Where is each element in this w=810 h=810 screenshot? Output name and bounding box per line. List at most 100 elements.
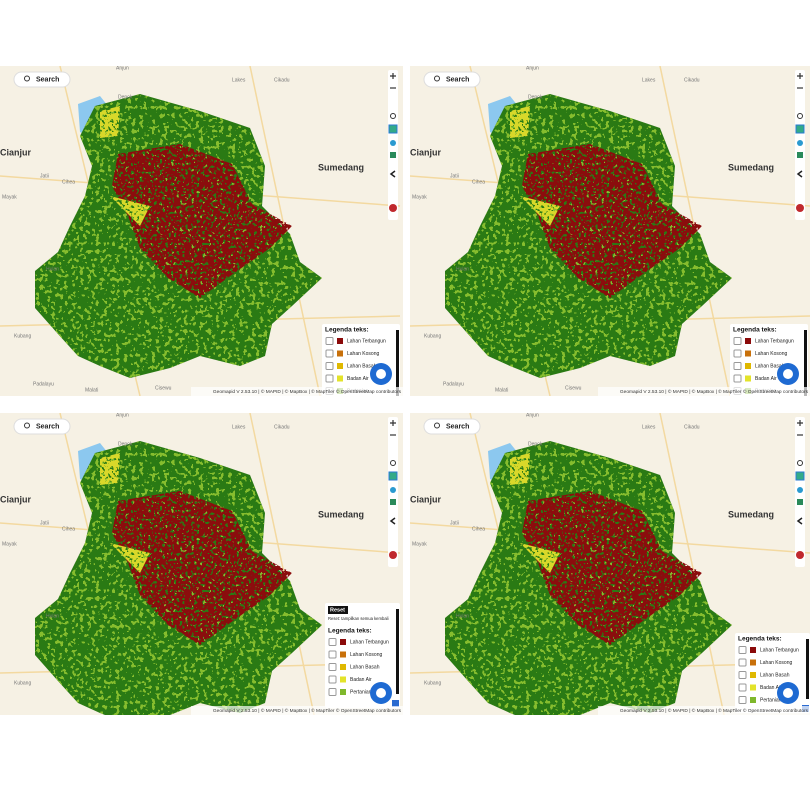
- legend-expand[interactable]: [392, 700, 399, 707]
- legend-label: Badan Air: [760, 685, 782, 691]
- chat-icon: [783, 369, 793, 379]
- legend-checkbox[interactable]: [738, 683, 747, 692]
- place-label: Lakes: [232, 77, 246, 83]
- place-label: Cisewu: [155, 732, 172, 738]
- legend-checkbox[interactable]: [733, 374, 742, 383]
- place-label: Hulan: [456, 613, 469, 619]
- place-label: Lakes: [232, 424, 246, 430]
- zoom-in[interactable]: [390, 73, 396, 79]
- chat-icon: [376, 688, 386, 698]
- language-btn[interactable]: [796, 204, 804, 212]
- legend-label: Hutan: [347, 401, 361, 407]
- chart-btn[interactable]: [390, 152, 396, 158]
- legend-scrollbar: [806, 639, 809, 699]
- legend-swatch: [337, 375, 343, 382]
- legend-checkbox[interactable]: [733, 337, 742, 345]
- legend-checkbox[interactable]: [326, 400, 333, 407]
- search-placeholder: Search: [446, 423, 469, 430]
- pin-btn[interactable]: [797, 140, 803, 146]
- search-icon: [24, 422, 30, 429]
- place-label: Cikadu: [274, 77, 290, 83]
- region-built: [112, 144, 292, 298]
- zoom-in[interactable]: [797, 73, 803, 79]
- place-label: Padalayu: [443, 381, 464, 387]
- attribution: Geomapid V 2.53.10 | © MAPID | © MapBox …: [620, 388, 809, 395]
- locate[interactable]: [390, 460, 396, 466]
- place-label: Cihea: [62, 179, 75, 185]
- place-label: Mayak: [412, 541, 427, 547]
- pin-btn[interactable]: [797, 487, 803, 493]
- region-wet: [100, 453, 150, 573]
- legend-checkbox[interactable]: [328, 650, 337, 659]
- legend-label: Badan Air: [350, 677, 372, 683]
- pin-btn[interactable]: [390, 487, 396, 493]
- zoom-in[interactable]: [390, 420, 396, 426]
- chart-btn[interactable]: [797, 499, 803, 505]
- place-label: Malati: [495, 387, 508, 393]
- collapse-btn[interactable]: [796, 517, 803, 525]
- legend-checkbox[interactable]: [733, 362, 742, 370]
- legend-checkbox[interactable]: [325, 362, 334, 370]
- place-label: Kubang: [14, 680, 31, 686]
- place-label: Depok: [528, 94, 543, 100]
- legend-checkbox[interactable]: [738, 671, 747, 679]
- layer-btn[interactable]: [388, 471, 398, 481]
- map-panel: Cianjur Sumedang Jatii Cihea Mayak Hulan Kuban…: [0, 413, 403, 738]
- search-placeholder: Search: [36, 423, 59, 430]
- place-label: Cikadu: [684, 77, 700, 83]
- collapse-btn[interactable]: [389, 517, 396, 525]
- legend-label: Lahan Basah: [755, 363, 785, 369]
- legend-label: Lahan Basah: [760, 672, 790, 678]
- map-panel: Cianjur Sumedang Jatii Cihea Mayak Hulan Kuban…: [410, 66, 810, 407]
- reset-text: Reset: tampilkan semua kembali: [328, 616, 389, 621]
- place-label: Depok: [118, 441, 133, 447]
- legend-checkbox[interactable]: [325, 374, 334, 383]
- legend-checkbox[interactable]: [733, 349, 742, 358]
- language-btn[interactable]: [389, 204, 397, 212]
- place-label: Hulan: [46, 613, 59, 619]
- locate[interactable]: [797, 113, 803, 119]
- legend-checkbox[interactable]: [738, 696, 747, 704]
- place-label: Cianjur: [0, 147, 32, 157]
- reset-title: Reset: [330, 607, 345, 613]
- chart-btn[interactable]: [390, 499, 396, 505]
- pin-btn[interactable]: [390, 140, 396, 146]
- legend-scrollbar: [396, 609, 399, 694]
- zoom-in[interactable]: [797, 420, 803, 426]
- locate[interactable]: [797, 460, 803, 466]
- legend-swatch: [337, 338, 343, 344]
- reset-button[interactable]: [328, 606, 348, 614]
- chat-icon: [783, 688, 793, 698]
- legend-checkbox[interactable]: [328, 663, 337, 671]
- place-label: Anjun: [526, 412, 539, 418]
- collapse-btn[interactable]: [796, 170, 803, 178]
- search-icon: [434, 422, 440, 429]
- layer-btn[interactable]: [795, 124, 805, 134]
- legend-label: Badan Air: [755, 376, 777, 382]
- legend-checkbox[interactable]: [325, 337, 334, 345]
- legend-checkbox[interactable]: [734, 400, 741, 407]
- legend-checkbox[interactable]: [328, 675, 337, 684]
- legend-checkbox[interactable]: [738, 646, 747, 654]
- place-label: Padalayu: [33, 381, 54, 387]
- legend-swatch: [750, 672, 756, 678]
- attribution-bg: [191, 387, 403, 396]
- layer-btn[interactable]: [795, 471, 805, 481]
- place-label: Hulan: [456, 266, 469, 272]
- chart-btn[interactable]: [797, 152, 803, 158]
- place-label: Jatii: [450, 173, 459, 179]
- legend-checkbox[interactable]: [328, 638, 337, 646]
- legend-label: Lahan Kosong: [760, 660, 792, 666]
- legend-checkbox[interactable]: [325, 349, 334, 358]
- legend-swatch: [340, 664, 346, 670]
- collapse-btn[interactable]: [389, 170, 396, 178]
- language-btn[interactable]: [389, 551, 397, 559]
- language-btn[interactable]: [796, 551, 804, 559]
- locate[interactable]: [390, 113, 396, 119]
- legend-checkbox[interactable]: [328, 688, 337, 696]
- place-label: Malati: [85, 387, 98, 393]
- place-label: Cikadu: [274, 424, 290, 430]
- layer-btn[interactable]: [388, 124, 398, 134]
- legend-checkbox[interactable]: [738, 658, 747, 667]
